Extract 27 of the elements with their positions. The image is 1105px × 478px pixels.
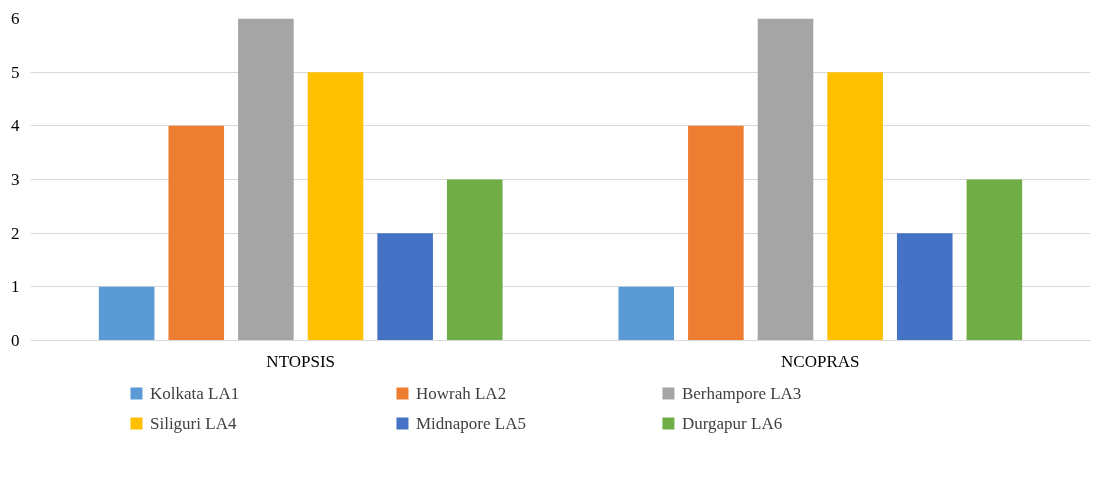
y-tick-label: 5 bbox=[11, 62, 20, 82]
legend-label: Siliguri LA4 bbox=[149, 414, 237, 433]
legend-label: Midnapore LA5 bbox=[415, 414, 526, 433]
bar bbox=[446, 179, 503, 341]
legend-label: Howrah LA2 bbox=[415, 384, 507, 403]
bar bbox=[757, 18, 814, 341]
y-tick-label: 1 bbox=[11, 277, 20, 297]
bar bbox=[827, 72, 883, 341]
bar bbox=[688, 125, 744, 341]
legend-label: Kolkata LA1 bbox=[149, 384, 240, 403]
bar bbox=[307, 72, 364, 341]
bar bbox=[98, 286, 155, 341]
bar bbox=[966, 179, 1023, 341]
x-tick-label: NCOPRAS bbox=[781, 351, 860, 371]
x-tick-label: NTOPSIS bbox=[266, 351, 336, 371]
bar bbox=[618, 286, 675, 341]
legend-label: Durgapur LA6 bbox=[681, 414, 783, 433]
y-tick-label: 3 bbox=[11, 170, 20, 189]
y-tick-label: 4 bbox=[11, 116, 20, 136]
bar bbox=[168, 125, 225, 341]
legend-label: Berhampore LA3 bbox=[681, 384, 802, 403]
y-tick-label: 6 bbox=[11, 9, 20, 28]
bar bbox=[896, 233, 953, 341]
y-tick-label: 2 bbox=[11, 223, 20, 243]
y-tick-label: 0 bbox=[11, 331, 20, 350]
bar bbox=[377, 233, 433, 341]
bar bbox=[238, 18, 294, 341]
